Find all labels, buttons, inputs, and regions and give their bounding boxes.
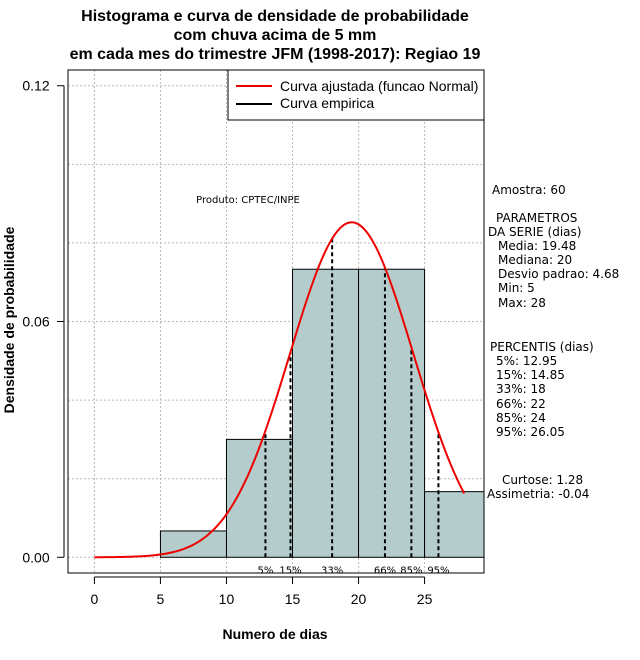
x-tick-label: 15 [285, 591, 301, 607]
x-tick-label: 5 [157, 591, 165, 607]
histogram-bar [424, 491, 485, 558]
mediana-text: Mediana: 20 [498, 253, 572, 267]
percentile-label-66: 66% [374, 565, 396, 576]
y-tick-label: 0.00 [22, 549, 49, 565]
min-text: Min: 5 [498, 281, 535, 295]
legend-label-empirica: Curva empirica [280, 95, 374, 111]
p15-text: 15%: 14.85 [496, 368, 565, 382]
assimetria-text: Assimetria: -0.04 [487, 487, 589, 501]
x-tick-label: 20 [351, 591, 367, 607]
p5-text: 5%: 12.95 [496, 354, 557, 368]
histogram-bar [292, 268, 360, 558]
normal-fit-curve [94, 221, 466, 559]
percentile-label-85: 85% [400, 565, 422, 576]
media-text: Media: 19.48 [498, 239, 576, 253]
x-axis-label: Numero de dias [222, 626, 327, 642]
p95-text: 95%: 26.05 [496, 425, 565, 439]
p85-text: 85%: 24 [496, 411, 546, 425]
percentis-title: PERCENTIS (dias) [490, 340, 594, 354]
side-statistics: Amostra: 60 PARAMETROS DA SERIE (dias) M… [487, 183, 619, 501]
p33-text: 33%: 18 [496, 382, 546, 396]
legend: Curva ajustada (funcao Normal) Curva emp… [227, 69, 485, 121]
parametros-title-2: DA SERIE (dias) [488, 225, 581, 239]
p66-text: 66%: 22 [496, 397, 546, 411]
percentile-label-15: 15% [279, 565, 301, 576]
y-tick-label: 0.12 [22, 78, 49, 94]
legend-box [227, 69, 485, 121]
amostra-text: Amostra: 60 [492, 183, 566, 197]
produto-annotation: Produto: CPTEC/INPE [196, 195, 300, 206]
desvio-text: Desvio padrao: 4.68 [498, 267, 619, 281]
chart-title-line-3: em cada mes do trimestre JFM (1998-2017)… [70, 46, 481, 63]
percentile-label-5: 5% [257, 565, 273, 576]
histogram-bar [358, 268, 426, 558]
x-tick-label: 25 [417, 591, 433, 607]
chart-title-line-1: Histograma e curva de densidade de proba… [81, 8, 469, 25]
legend-label-normal: Curva ajustada (funcao Normal) [280, 78, 478, 94]
x-tick-label: 0 [91, 591, 99, 607]
percentile-label-33: 33% [321, 565, 343, 576]
parametros-title-1: PARAMETROS [496, 211, 577, 225]
curtose-text: Curtose: 1.28 [502, 473, 583, 487]
curve-layer [94, 221, 466, 559]
bars-layer [159, 268, 485, 558]
y-tick-label: 0.06 [22, 314, 49, 330]
x-tick-label: 10 [219, 591, 235, 607]
percentile-label-95: 95% [427, 565, 449, 576]
chart-title-line-2: com chuva acima de 5 mm [174, 27, 377, 44]
percentile-layer: 5% 15% 33% 66% 85% 95% [257, 238, 450, 576]
max-text: Max: 28 [498, 296, 546, 310]
y-axis-label: Densidade de probabilidade [1, 226, 17, 413]
